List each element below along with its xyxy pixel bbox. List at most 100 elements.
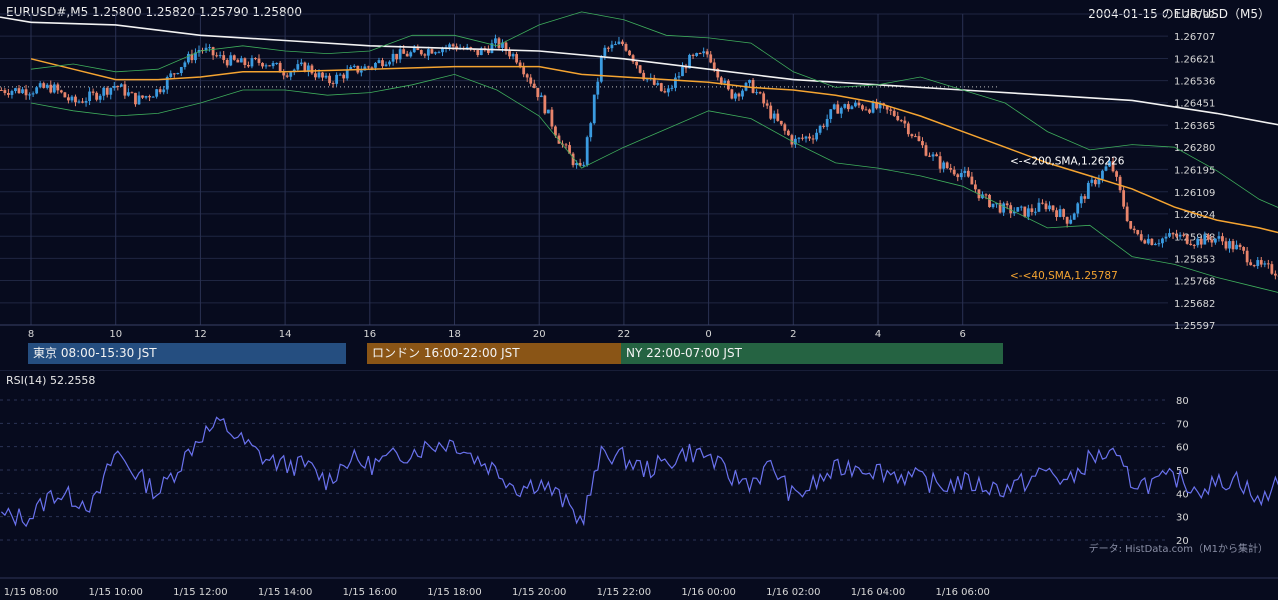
time-tick-label: 8 bbox=[28, 329, 34, 340]
candle-body bbox=[402, 49, 406, 54]
candle-body bbox=[1171, 233, 1175, 235]
price-tick-label: 1.26621 bbox=[1174, 55, 1215, 66]
price-tick-label: 1.26365 bbox=[1174, 121, 1215, 132]
candle-body bbox=[324, 75, 328, 78]
candle-body bbox=[45, 84, 49, 88]
candle-body bbox=[522, 67, 526, 75]
price-chart[interactable]: 1.26792 1.26707 1.26621 1.26536 1.26451 1.263… bbox=[0, 0, 1278, 340]
candle-body bbox=[384, 64, 388, 67]
candle-body bbox=[451, 44, 455, 47]
candle-body bbox=[310, 65, 314, 74]
sma200-label: <-<200,SMA,1.26226 bbox=[1010, 155, 1125, 167]
candle-body bbox=[709, 54, 713, 63]
candle-body bbox=[758, 92, 762, 94]
candle-body bbox=[49, 84, 53, 93]
candle-body bbox=[1213, 238, 1217, 243]
candle-body bbox=[1178, 234, 1182, 237]
candle-body bbox=[282, 72, 286, 76]
candle-body bbox=[748, 79, 751, 83]
candle-body bbox=[268, 65, 271, 67]
candle-body bbox=[35, 87, 39, 94]
price-tick-label: 1.26451 bbox=[1174, 99, 1215, 110]
candle-body bbox=[42, 83, 46, 88]
candle-body bbox=[903, 120, 907, 124]
candle-body bbox=[868, 109, 871, 113]
candle-body bbox=[702, 51, 706, 54]
candle-body bbox=[17, 88, 21, 94]
candle-body bbox=[942, 162, 946, 169]
candle-body bbox=[776, 113, 780, 121]
candle-body bbox=[204, 47, 208, 51]
candle-body bbox=[1192, 244, 1196, 246]
candle-body bbox=[423, 54, 427, 56]
candle-body bbox=[1016, 207, 1020, 212]
rsi-y-axis: 80 70 60 50 40 30 20 bbox=[1176, 396, 1189, 547]
candle-body bbox=[1252, 265, 1256, 267]
candle-body bbox=[998, 203, 1002, 213]
candle-body bbox=[1182, 234, 1186, 236]
candle-body bbox=[321, 72, 324, 78]
candle-body bbox=[172, 73, 176, 75]
candle-body bbox=[1266, 263, 1270, 265]
session-london: ロンドン 16:00-22:00 JST bbox=[367, 343, 621, 364]
rsi-tick-label: 70 bbox=[1176, 419, 1189, 430]
candle-body bbox=[257, 58, 261, 63]
candle-body bbox=[1270, 264, 1274, 274]
candle-body bbox=[779, 120, 783, 125]
candle-body bbox=[691, 54, 695, 56]
candle-body bbox=[352, 65, 356, 67]
candle-body bbox=[1249, 262, 1253, 266]
candle-body bbox=[271, 63, 275, 67]
candle-body bbox=[74, 96, 77, 103]
candle-body bbox=[222, 55, 226, 60]
candle-body bbox=[529, 77, 533, 84]
candle-body bbox=[645, 78, 649, 80]
candle-body bbox=[1051, 205, 1055, 211]
candle-body bbox=[98, 95, 102, 100]
candle-body bbox=[621, 41, 624, 45]
candle-body bbox=[794, 138, 797, 145]
candle-body bbox=[734, 93, 737, 99]
candle-body bbox=[1097, 178, 1101, 185]
candle-body bbox=[1111, 161, 1115, 172]
price-tick-label: 1.25768 bbox=[1174, 276, 1215, 287]
candle-body bbox=[490, 43, 494, 53]
candle-body bbox=[991, 203, 995, 208]
candle-body bbox=[1101, 170, 1104, 179]
candle-body bbox=[656, 83, 660, 85]
candle-body bbox=[861, 105, 864, 110]
candle-body bbox=[21, 89, 24, 94]
candle-body bbox=[885, 105, 889, 110]
candle-body bbox=[232, 55, 236, 60]
data-source-note: データ: HistData.com（M1から集計） bbox=[1088, 544, 1268, 555]
candle-body bbox=[1048, 205, 1051, 210]
price-tick-label: 1.26109 bbox=[1174, 188, 1215, 199]
candle-body bbox=[278, 62, 282, 73]
candlesticks bbox=[0, 34, 1278, 280]
rsi-tick-label: 50 bbox=[1176, 466, 1189, 477]
candle-body bbox=[829, 109, 833, 119]
candle-body bbox=[303, 62, 307, 72]
candle-body bbox=[179, 67, 183, 74]
candle-body bbox=[924, 145, 928, 156]
candle-body bbox=[349, 66, 353, 70]
price-tick-label: 1.25682 bbox=[1174, 299, 1215, 310]
candle-body bbox=[1221, 236, 1224, 242]
candle-body bbox=[741, 90, 744, 97]
price-tick-label: 1.25853 bbox=[1174, 254, 1215, 265]
candle-body bbox=[585, 137, 589, 165]
candle-body bbox=[652, 77, 656, 85]
candle-body bbox=[878, 103, 882, 109]
candle-body bbox=[342, 74, 346, 79]
bollinger-lower-line bbox=[30, 73, 1278, 293]
candle-body bbox=[525, 74, 529, 78]
candle-body bbox=[624, 44, 628, 51]
rsi-time-axis: 1/15 08:00 1/15 10:00 1/15 12:00 1/15 14:00… bbox=[4, 587, 990, 598]
candle-body bbox=[448, 44, 451, 48]
candle-body bbox=[864, 109, 868, 111]
candle-body bbox=[712, 62, 716, 69]
candle-body bbox=[1199, 238, 1203, 245]
candle-body bbox=[815, 132, 818, 140]
candle-body bbox=[1034, 211, 1037, 213]
